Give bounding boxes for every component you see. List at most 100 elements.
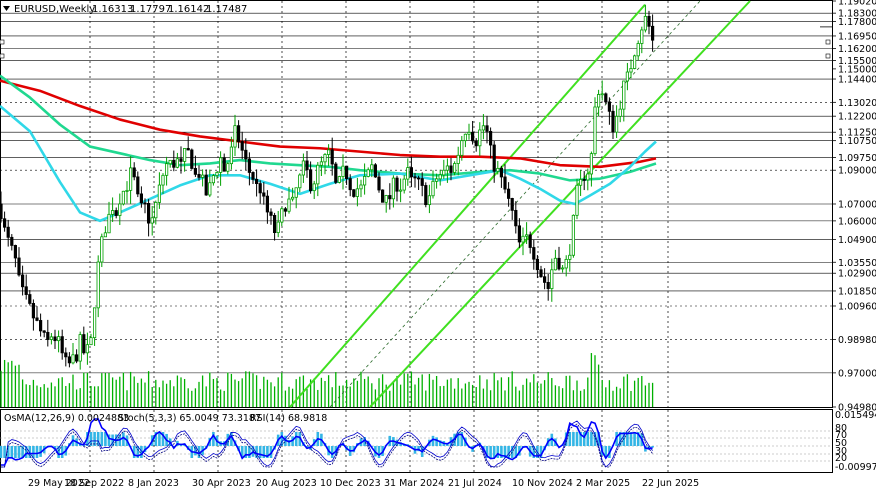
osma-bar — [626, 432, 629, 446]
candle-body — [413, 176, 417, 179]
osc-level-50: 50 — [835, 438, 847, 449]
moving-average-line — [0, 74, 657, 182]
candle-body — [485, 125, 489, 132]
oscillator-frame — [0, 409, 833, 473]
osma-bar — [514, 446, 518, 458]
time-tick-label: 22 Jun 2025 — [642, 478, 699, 489]
osma-bar — [93, 432, 96, 446]
candle-body — [539, 269, 543, 278]
osma-bar — [507, 446, 510, 458]
candle-body — [481, 125, 486, 131]
candle-body — [276, 221, 280, 234]
candle-body — [139, 193, 143, 204]
candle-body — [35, 317, 39, 321]
osma-bar — [244, 446, 248, 458]
dropdown-triangle-icon[interactable] — [3, 6, 10, 11]
candle-body — [157, 184, 161, 203]
candle-body — [150, 217, 154, 224]
candle-body — [60, 336, 64, 354]
candle-body — [449, 165, 453, 173]
osma-bar — [496, 446, 500, 458]
candle-body — [607, 101, 612, 112]
price-tick-label: 1.15000 — [838, 64, 876, 75]
candle-body — [434, 178, 439, 182]
osma-bar — [96, 432, 100, 446]
candle-body — [395, 177, 399, 192]
price-tick-label: 1.00960 — [838, 301, 876, 312]
candlesticks — [0, 4, 655, 370]
candle-body — [280, 208, 284, 223]
price-tick-label: 0.97000 — [838, 368, 876, 379]
candle-body — [240, 141, 244, 151]
osma-bar — [32, 446, 35, 458]
osma-bar — [154, 432, 158, 446]
stoch-signal-line — [1, 423, 653, 468]
osma-bar — [363, 437, 366, 446]
channel-lines — [289, 0, 751, 408]
candle-body — [535, 258, 540, 271]
osma-bar — [14, 446, 17, 458]
candle-body — [49, 336, 54, 340]
candle-body — [172, 159, 176, 168]
candle-body — [402, 178, 406, 191]
candle-body — [373, 164, 378, 178]
candle-body — [521, 235, 525, 243]
candle-body — [550, 269, 554, 289]
osc-level-20: 20 — [835, 453, 847, 464]
candle-body — [193, 168, 197, 175]
candle-body — [337, 176, 342, 183]
candle-body — [111, 210, 115, 215]
candle-body — [593, 106, 597, 155]
osma-bar — [629, 432, 633, 446]
candle-body — [96, 261, 100, 309]
candle-body — [125, 189, 129, 192]
rsi-line — [1, 418, 653, 466]
candle-body — [506, 188, 511, 199]
candle-body — [514, 209, 518, 227]
candle-body — [179, 158, 183, 162]
osma-bar — [330, 446, 334, 458]
osma-bar — [136, 446, 140, 458]
price-tick-label: 1.13020 — [838, 98, 876, 109]
moving-average-line — [0, 105, 657, 223]
candle-body — [229, 146, 233, 165]
osma-bar — [532, 446, 536, 458]
candle-body — [265, 195, 270, 213]
osma-bar — [618, 432, 622, 446]
osma-bar — [28, 446, 32, 458]
candle-body — [557, 257, 561, 270]
candle-body — [316, 164, 320, 185]
time-tick-label: 30 Apr 2023 — [192, 478, 251, 489]
osma-bar — [0, 446, 3, 458]
candle-body — [298, 174, 302, 189]
candle-body — [226, 163, 230, 172]
stoch-main-line — [1, 420, 653, 468]
osma-bar — [89, 432, 93, 446]
moving-averages — [0, 74, 657, 223]
price-tick-label: 1.04900 — [838, 235, 876, 246]
price-tick-label: 1.10750 — [838, 136, 876, 147]
osma-bar — [377, 446, 381, 458]
osma-bar — [57, 446, 60, 458]
candle-body — [496, 167, 500, 172]
ohlc-high: 1.17797 — [130, 4, 171, 15]
candle-body — [78, 334, 82, 362]
candle-body — [89, 337, 93, 346]
candle-body — [629, 68, 633, 73]
left-marker — [0, 39, 5, 45]
osma-bar — [248, 446, 251, 458]
price-tick-label: 1.07000 — [838, 199, 876, 210]
candle-body — [431, 180, 435, 197]
chart-symbol: EURUSD,Weekly — [14, 4, 95, 15]
candle-body — [107, 213, 111, 234]
candle-body — [362, 176, 367, 186]
candle-body — [503, 176, 507, 190]
candle-body — [510, 198, 514, 211]
candle-body — [366, 169, 370, 177]
osma-bar — [435, 437, 438, 446]
candle-body — [388, 195, 392, 200]
candle-body — [442, 169, 446, 176]
candle-body — [352, 189, 356, 197]
candle-body — [651, 25, 655, 41]
candle-body — [384, 195, 388, 203]
